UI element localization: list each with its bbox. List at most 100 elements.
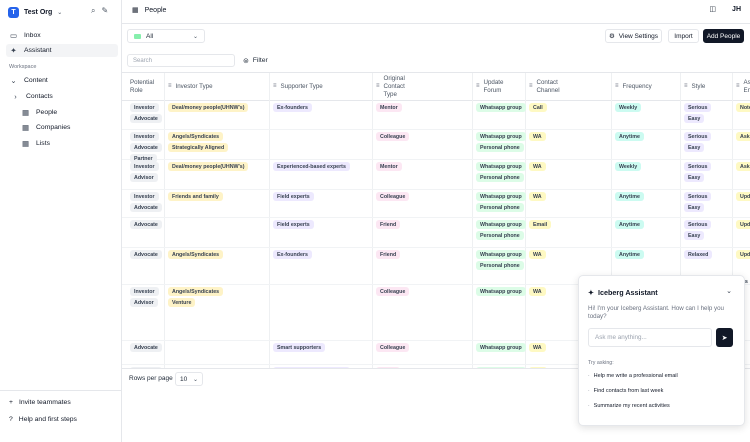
cell-frequency[interactable]: Anytime <box>615 192 644 201</box>
cell-forum[interactable]: Whatsapp group <box>476 343 526 352</box>
cell-investor[interactable]: Deal/money people(UHNW's) <box>168 162 249 171</box>
suggestion-item[interactable]: · Find contacts from last week <box>588 388 663 394</box>
cell-supporter[interactable]: Ex-founders <box>273 250 312 259</box>
search-input[interactable]: Search <box>127 54 235 67</box>
cell-asset[interactable]: Update <box>736 250 750 259</box>
suggestion-item[interactable]: · Summarize my recent activities <box>588 403 670 409</box>
cell-channel[interactable]: Call <box>529 367 547 368</box>
cell-asset[interactable]: Note <box>736 103 750 112</box>
cell-channel[interactable]: WA <box>529 192 546 201</box>
avatar[interactable]: JH <box>732 5 741 13</box>
cell-asset[interactable]: Ask <box>736 132 750 141</box>
table-row[interactable]: Investor Advocate Friends and family Field … <box>122 190 750 218</box>
cell-forum[interactable]: Whatsapp group Personal phone <box>476 220 526 240</box>
cell-style[interactable]: Serious Easy <box>684 162 712 182</box>
cell-asset[interactable]: Ask <box>736 162 750 171</box>
search-icon[interactable]: ⌕ <box>91 6 96 15</box>
breadcrumb-people[interactable]: People <box>144 6 167 14</box>
compose-icon[interactable]: ✎ <box>101 6 109 15</box>
cell-original[interactable]: Colleague <box>376 343 410 352</box>
cell-original[interactable]: Colleague <box>376 192 410 201</box>
column-header[interactable]: ≡ Frequency <box>615 73 685 101</box>
tree-item-contacts[interactable]: › Contacts <box>8 90 120 103</box>
cell-original[interactable]: Friend <box>376 220 401 229</box>
add-people-button[interactable]: Add People <box>703 29 744 43</box>
org-switcher[interactable]: T Test Org ⌄ <box>8 6 62 18</box>
cell-style[interactable]: Serious Easy <box>684 192 712 212</box>
cell-role[interactable]: Investor Advocate <box>130 192 162 212</box>
column-header[interactable]: Potential Role <box>130 73 174 101</box>
cell-forum[interactable]: Whatsapp group Personal phone <box>476 192 526 212</box>
tree-item-lists[interactable]: ▦ Lists <box>18 137 118 150</box>
cell-role[interactable]: Advocate <box>130 220 162 229</box>
column-header[interactable]: ≡ Style <box>684 73 736 101</box>
send-button[interactable]: ➤ <box>716 328 733 347</box>
panel-toggle-icon[interactable]: ◫ <box>709 6 717 13</box>
cell-channel[interactable]: WA <box>529 250 546 259</box>
cell-original[interactable]: Colleague <box>376 132 410 141</box>
assistant-input[interactable]: Ask me anything... <box>588 328 712 347</box>
cell-channel[interactable]: WA <box>529 162 546 171</box>
column-header[interactable]: ≡ Update Forum <box>476 73 544 101</box>
cell-original[interactable]: Friend <box>376 367 401 368</box>
cell-asset[interactable]: Update <box>736 192 750 201</box>
cell-frequency[interactable]: Weekly <box>615 162 642 171</box>
tree-item-people[interactable]: ▦ People <box>18 106 118 119</box>
tree-item-content[interactable]: ⌄ Content <box>6 74 118 87</box>
cell-supporter[interactable]: Smart supporters <box>273 343 326 352</box>
column-header[interactable]: ≡ Contact Channel <box>529 73 582 101</box>
cell-investor[interactable]: Friends and family <box>168 192 223 201</box>
cell-role[interactable]: Investor Advocate Partner <box>130 132 162 163</box>
cell-channel[interactable]: Call <box>529 103 547 112</box>
cell-original[interactable]: Mentor <box>376 162 402 171</box>
import-button[interactable]: Import <box>668 29 699 43</box>
cell-forum[interactable]: Whatsapp group Personal phone <box>476 162 526 182</box>
sidebar-item-inbox[interactable]: ▭ Inbox <box>6 29 118 42</box>
suggestion-item[interactable]: · Help me write a professional email <box>588 373 678 379</box>
cell-supporter[interactable]: Ex-founders <box>273 103 312 112</box>
cell-investor[interactable]: Angels/Syndicates <box>168 250 224 259</box>
cell-style[interactable]: Relaxed <box>684 250 713 259</box>
sidebar-item-assistant[interactable]: ✦ Assistant <box>6 44 118 57</box>
view-settings-button[interactable]: ⚙ View Settings <box>605 29 662 43</box>
cell-style[interactable]: Serious Easy <box>684 132 712 152</box>
cell-role[interactable]: Investor Advisor <box>130 287 159 307</box>
table-row[interactable]: Investor Advisor Deal/money people(UHNW's)… <box>122 160 750 190</box>
cell-frequency[interactable]: Anytime <box>615 250 644 259</box>
invite-teammates-button[interactable]: + Invite teammates <box>6 396 118 409</box>
column-header[interactable]: ≡ Investor Type <box>168 73 268 101</box>
table-row[interactable]: Investor Advocate Partner Angels/Syndicates… <box>122 130 750 163</box>
help-button[interactable]: ? Help and first steps <box>6 413 118 426</box>
cell-supporter[interactable]: Field experts <box>273 192 314 201</box>
cell-role[interactable]: Advocate <box>130 367 162 368</box>
tree-item-companies[interactable]: ▦ Companies <box>18 121 118 134</box>
cell-channel[interactable]: Email <box>529 220 552 229</box>
cell-role[interactable]: Advocate <box>130 343 162 352</box>
cell-frequency[interactable]: Weekly <box>615 103 642 112</box>
rows-per-page-select[interactable]: 10 ⌄ <box>175 372 203 386</box>
cell-asset[interactable]: Update <box>736 220 750 229</box>
view-select[interactable]: All ⌄ <box>127 29 205 43</box>
table-row[interactable]: Advocate Angels/Syndicates Ex-founders Frie… <box>122 248 750 285</box>
cell-supporter[interactable]: Experienced-based experts <box>273 162 350 171</box>
cell-supporter[interactable]: Experienced-based expertsSmart supporter… <box>273 367 350 368</box>
table-row[interactable]: Investor Advocate Deal/money people(UHNW's… <box>122 101 750 130</box>
cell-channel[interactable]: WA <box>529 343 546 352</box>
column-header[interactable]: ≡ Original Contact Type <box>376 73 429 101</box>
table-row[interactable]: Advocate Field experts Friend Whatsapp grou… <box>122 218 750 248</box>
column-header[interactable]: ≡Asset Engaged <box>736 73 750 101</box>
cell-investor[interactable]: Deal/money people(UHNW's) <box>168 103 249 112</box>
cell-forum[interactable]: Whatsapp group <box>476 287 526 296</box>
cell-style[interactable]: Serious Easy <box>684 220 712 240</box>
cell-channel[interactable]: WA <box>529 287 546 296</box>
cell-supporter[interactable]: Field experts <box>273 220 314 229</box>
cell-role[interactable]: Investor Advisor <box>130 162 159 182</box>
cell-style[interactable]: Serious Easy <box>684 103 712 123</box>
cell-channel[interactable]: WA <box>529 132 546 141</box>
cell-forum[interactable]: Whatsapp group <box>476 103 526 112</box>
cell-frequency[interactable]: Anytime <box>615 220 644 229</box>
cell-role[interactable]: Advocate <box>130 250 162 259</box>
cell-original[interactable]: Mentor <box>376 103 402 112</box>
filter-button[interactable]: ⊜ Filter <box>243 54 268 67</box>
collapse-icon[interactable]: ⌄ <box>726 288 732 295</box>
